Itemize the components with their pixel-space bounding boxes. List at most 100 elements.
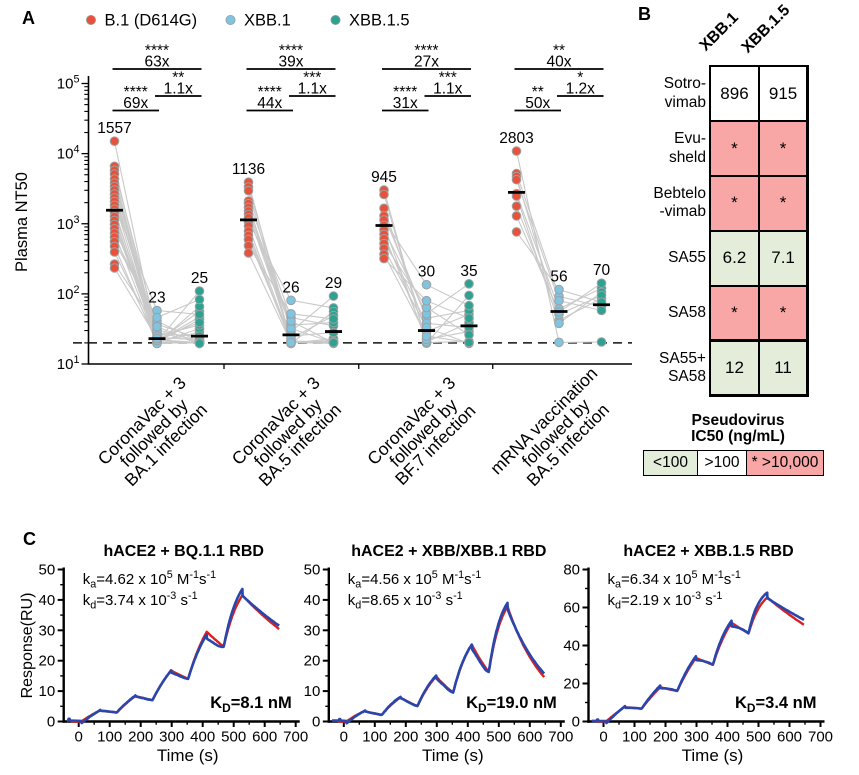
fold-change-label: 31x [393,95,418,112]
data-point [194,309,205,320]
kd-annotation: kd=3.74 x 10-3 s-1 [83,590,198,612]
legend-dot [86,14,97,25]
data-point [596,278,607,289]
time-axis-title: Time (s) [682,746,744,765]
x-axis-tick-label: 500 [221,729,246,746]
gmt-value-label: 945 [371,169,397,186]
time-axis-title: Time (s) [422,746,484,765]
data-point [286,295,296,306]
gmt-value-label: 23 [148,289,165,306]
table-row-label: SA58 [620,287,706,340]
panel-c-label: C [23,529,36,549]
table-cell: 915 [759,67,807,120]
table-cell: 11 [759,341,807,395]
ka-annotation: ka=6.34 x 105 M-1s-1 [608,569,741,591]
fold-change-label: 1.1x [164,81,194,98]
fold-change-label: 27x [414,54,439,71]
fold-change-label: 63x [145,54,170,71]
y-axis-tick-label: 40 [39,592,56,609]
x-axis-tick-label: 100 [622,729,647,746]
data-point [243,248,254,258]
data-point [194,286,205,296]
y-axis-tick-label: 40 [304,592,321,609]
data-point [328,337,339,348]
data-point [109,136,120,146]
panel-b-legend-title: Pseudovirus IC50 (ng/mL) [642,413,834,444]
y-axis-tick-label: 30 [39,622,56,639]
legend-label: XBB.1 [244,12,291,30]
table-row-label: SA55+ SA58 [620,342,706,395]
table-row-label-line: Bebtelo [653,184,706,202]
data-point [109,263,120,273]
table-cell: * [711,122,758,175]
data-point [379,253,389,264]
panel-a-label: A [22,8,35,28]
table-cell: 7.1 [759,232,807,285]
legend-label: XBB.1.5 [349,12,410,30]
legend-swatch: >100 [697,451,746,475]
table-row-label-line: vimab [664,93,706,111]
table-cell: * [759,177,807,230]
fold-change-label: 1.2x [566,81,596,98]
column-header: XBB.1 [696,9,742,55]
table-cell: * [711,177,758,230]
significance-stars: ** [553,43,565,60]
panel-b-legend-title-line: IC50 (ng/mL) [691,427,785,445]
data-point [554,295,564,306]
legend-dot [330,14,341,25]
data-point [596,305,607,316]
significance-stars: ** [532,84,544,101]
x-axis-tick-label: 300 [159,729,184,746]
data-point [464,290,474,301]
data-point [286,337,296,348]
y-axis-tick-label: 0 [47,714,55,731]
y-axis-tick-label: 50 [39,562,56,579]
y-axis-tick-label: 20 [39,653,56,670]
table-row-label: Bebtelo -vimab [620,177,706,230]
x-axis-tick-label: 100 [97,729,122,746]
significance-stars: **** [414,43,438,60]
panel-a-neutralization-plot: A B.1 (D614G) XBB.1 XBB.1.5 Plasma NT50 101 10… [13,8,632,490]
significance-stars: **** [124,84,148,101]
gmt-value-label: 70 [593,262,611,279]
data-point [286,309,296,319]
legend-swatch: <100 [644,451,697,475]
legend-dot [225,14,236,25]
sensorgram-title: hACE2 + XBB.1.5 RBD [623,543,793,560]
significance-stars: *** [303,70,321,87]
table-row-label: SA55 [620,232,706,285]
sensorgram-data-curve [591,591,805,725]
data-point [554,337,564,348]
x-axis-tick-label: 700 [283,729,308,746]
ka-annotation: ka=4.56 x 105 M-1s-1 [348,569,481,591]
data-point [464,300,474,311]
x-axis-tick-label: 500 [746,729,771,746]
table-row-label-line: Sotro- [663,75,706,93]
table-row-label: Sotro-vimab [620,67,706,120]
table-row-label-line: Evu- [674,130,706,148]
sensorgram-data-curve [332,601,546,725]
x-axis-tick-label: 200 [393,729,418,746]
y-axis-tick-label: 0 [312,714,320,731]
data-point [511,201,522,211]
data-point [152,321,162,332]
y-axis-tick-label: 20 [563,676,580,693]
kd-annotation: kd=8.65 x 10-3 s-1 [348,590,463,612]
y-axis-tick-label: 40 [563,638,580,655]
fold-change-label: 1.1x [433,81,463,98]
y-axis-tick-label: 104 [57,144,80,163]
fold-change-label: 1.1x [298,81,328,98]
fold-change-label: 40x [547,54,572,71]
x-axis-tick-label: 400 [190,729,215,746]
gmt-value-label: 29 [325,275,342,292]
fold-change-label: 50x [525,95,550,112]
data-point [194,294,205,305]
x-axis-tick-label: 300 [684,729,709,746]
data-point [511,227,522,237]
data-point [554,318,564,329]
significance-stars: *** [439,70,457,87]
fold-change-label: 39x [279,54,304,71]
